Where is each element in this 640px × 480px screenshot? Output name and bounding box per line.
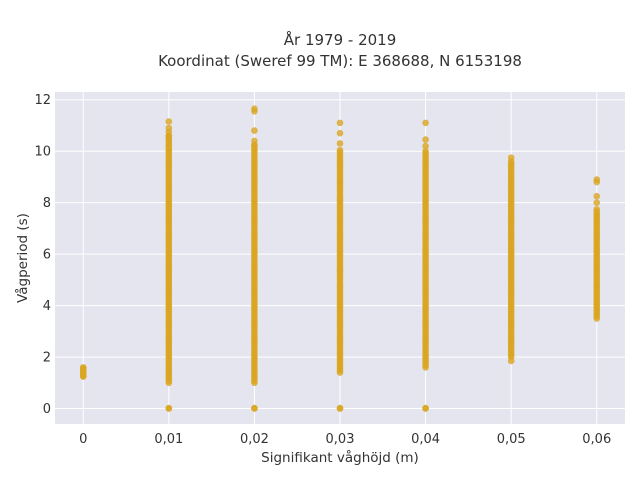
- data-point: [336, 129, 344, 137]
- y-tick-label: 12: [34, 93, 51, 108]
- y-tick-label: 4: [43, 299, 51, 314]
- y-tick-label: 10: [34, 145, 51, 160]
- data-point: [165, 404, 173, 412]
- data-point: [251, 127, 258, 134]
- data-point: [422, 142, 429, 150]
- data-point: [336, 404, 344, 412]
- data-point: [422, 136, 429, 143]
- y-tick-label: 2: [43, 351, 51, 366]
- x-tick-label: 0,01: [154, 432, 183, 447]
- chart-title-line1: År 1979 - 2019: [284, 30, 397, 49]
- data-point: [336, 140, 344, 147]
- data-point: [593, 199, 601, 206]
- data-points: [79, 105, 601, 412]
- data-point: [165, 124, 173, 132]
- y-tick-label: 6: [43, 248, 51, 263]
- data-point: [336, 119, 344, 127]
- data-point: [422, 119, 429, 127]
- data-point: [422, 404, 429, 412]
- y-axis-title: Vågperiod (s): [14, 213, 31, 303]
- data-point: [507, 357, 515, 365]
- data-point: [336, 146, 344, 154]
- x-tick-label: 0,06: [582, 432, 611, 447]
- data-point: [79, 364, 87, 371]
- x-tick-label: 0,04: [411, 432, 440, 447]
- chart-title-line2: Koordinat (Sweref 99 TM): E 368688, N 61…: [158, 52, 522, 70]
- x-tick-label: 0,05: [497, 432, 526, 447]
- data-point: [507, 154, 515, 161]
- data-point: [165, 118, 173, 125]
- data-point: [593, 192, 601, 200]
- data-point: [251, 137, 258, 145]
- x-axis-ticks: 0 0,01 0,02 0,03 0,04 0,05 0,06: [79, 432, 611, 447]
- y-axis-ticks: 0 2 4 6 8 10 12: [34, 93, 51, 417]
- data-point: [251, 404, 258, 412]
- x-tick-label: 0,02: [240, 432, 269, 447]
- x-axis-title: Signifikant våghöjd (m): [261, 449, 419, 466]
- data-point: [593, 176, 601, 183]
- data-point: [251, 105, 258, 113]
- x-tick-label: 0,03: [326, 432, 355, 447]
- data-point: [593, 206, 601, 213]
- y-tick-label: 8: [43, 196, 51, 211]
- x-tick-label: 0: [79, 432, 87, 447]
- y-tick-label: 0: [43, 402, 51, 417]
- data-point: [422, 147, 429, 155]
